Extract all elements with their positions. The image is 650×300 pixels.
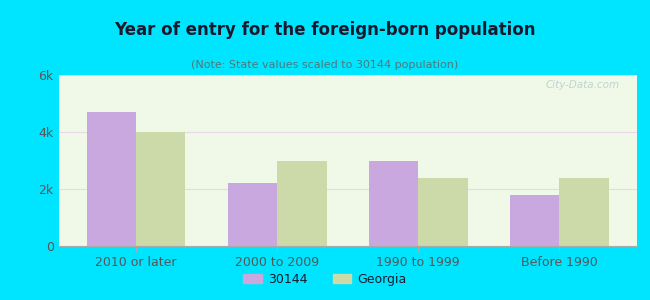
Bar <box>227 183 277 246</box>
Bar <box>136 132 185 246</box>
Bar <box>277 160 326 246</box>
Bar <box>86 112 136 246</box>
Text: Year of entry for the foreign-born population: Year of entry for the foreign-born popul… <box>114 21 536 39</box>
Bar <box>419 178 468 246</box>
Bar <box>560 178 609 246</box>
Text: City-Data.com: City-Data.com <box>545 80 619 90</box>
Bar <box>369 160 419 246</box>
Legend: 30144, Georgia: 30144, Georgia <box>238 268 412 291</box>
Text: (Note: State values scaled to 30144 population): (Note: State values scaled to 30144 popu… <box>191 60 459 70</box>
Bar <box>510 195 560 246</box>
